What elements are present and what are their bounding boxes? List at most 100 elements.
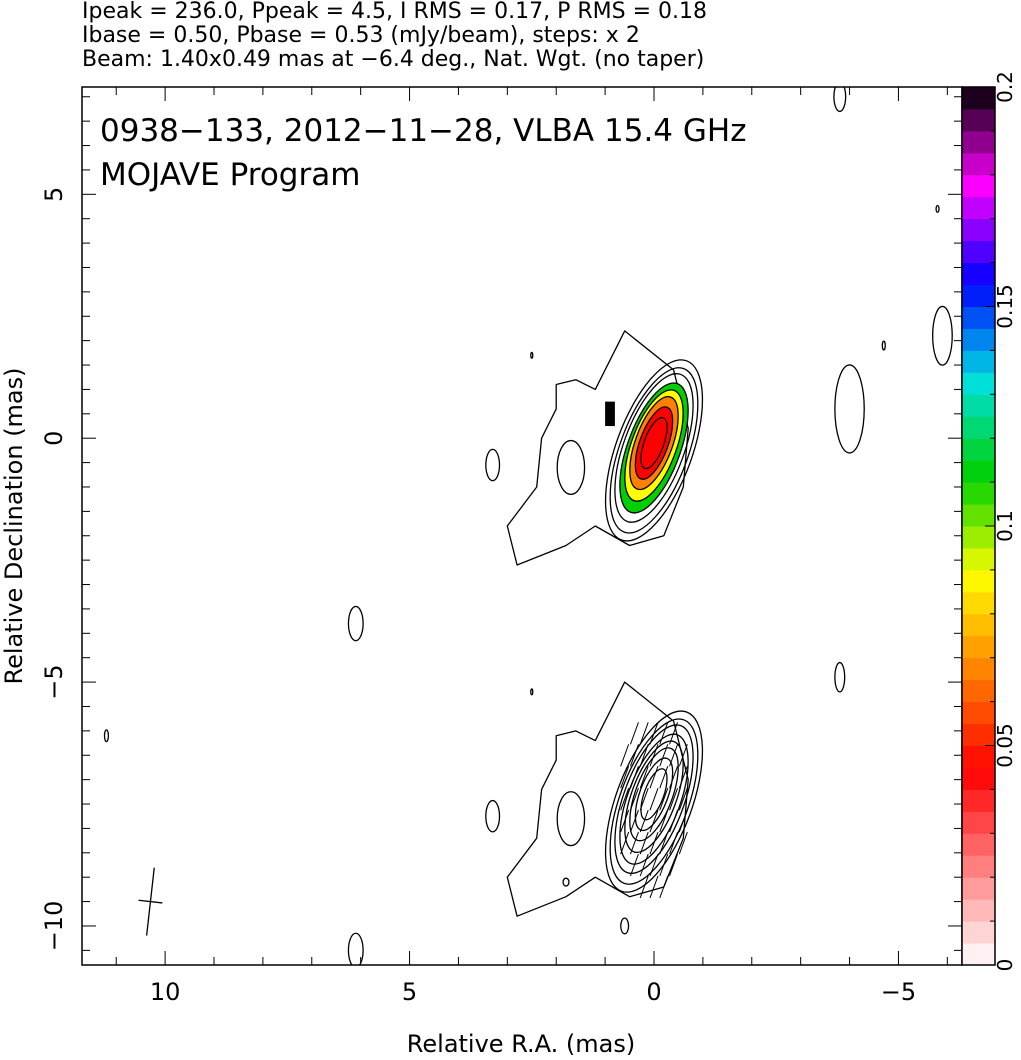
- y-axis-label: Relative Declination (mas): [0, 367, 28, 684]
- evpa-tick: [620, 809, 630, 833]
- contour-line: [614, 724, 694, 875]
- contour-line: [609, 367, 699, 534]
- noise-contour: [347, 932, 364, 965]
- evpa-tick: [649, 744, 659, 767]
- evpa-tick: [639, 744, 649, 767]
- evpa-tick: [629, 744, 639, 767]
- noise-contour: [932, 305, 953, 366]
- contour-line: [614, 373, 694, 523]
- evpa-tick: [649, 787, 659, 811]
- colorbar-step: [962, 613, 995, 637]
- colorbar-step: [962, 240, 995, 264]
- evpa-tick: [649, 766, 659, 789]
- evpa-tick: [649, 722, 659, 745]
- noise-contour: [935, 204, 940, 214]
- contour-line: [485, 799, 501, 833]
- colorbar-step: [962, 547, 995, 571]
- colorbar: 0 0.05 0.1 0.15 0.2: [961, 71, 1017, 972]
- x-tick-label: 10: [150, 978, 181, 1006]
- colorbar-step: [962, 218, 995, 242]
- colorbar-step: [962, 108, 995, 132]
- evpa-tick: [669, 831, 679, 855]
- colorbar-step: [962, 328, 995, 351]
- evpa-tick: [669, 853, 679, 877]
- colorbar-step: [962, 855, 995, 878]
- evpa-tick: [639, 787, 649, 811]
- colorbar-step: [962, 87, 995, 110]
- colorbar-step: [962, 591, 995, 615]
- x-tick-label: −5: [881, 978, 916, 1006]
- colorbar-tick-label: 0.2: [993, 71, 1017, 103]
- colorbar-step: [962, 284, 995, 307]
- y-tick-label: 0: [40, 431, 68, 446]
- colorbar-step: [962, 701, 995, 725]
- colorbar-step: [962, 262, 995, 286]
- evpa-tick: [678, 744, 688, 767]
- x-tick-label: 5: [402, 978, 417, 1006]
- evpa-tick: [639, 831, 649, 855]
- evpa-tick: [639, 722, 649, 745]
- colorbar-step: [962, 723, 995, 746]
- contour-line: [604, 359, 704, 542]
- beam-minor: [138, 899, 163, 904]
- colorbar-step: [962, 833, 995, 856]
- evpa-tick: [669, 744, 679, 767]
- evpa-tick: [659, 875, 669, 899]
- evpa-tick: [629, 809, 639, 833]
- contour-line: [629, 747, 679, 842]
- header-line-1: Ipeak = 236.0, Ppeak = 4.5, I RMS = 0.17…: [82, 0, 707, 24]
- colorbar-step: [962, 174, 995, 198]
- colorbar-step: [962, 438, 995, 461]
- evpa-tick: [629, 787, 639, 811]
- evpa-tick: [678, 831, 688, 855]
- y-tick-label: 5: [40, 187, 68, 202]
- evpa-tick: [629, 831, 639, 855]
- evpa-tick: [678, 809, 688, 833]
- evpa-tick: [639, 875, 649, 899]
- colorbar-step: [962, 899, 995, 922]
- noise-contour: [834, 661, 846, 693]
- evpa-tick: [620, 831, 630, 855]
- evpa-tick: [639, 766, 649, 789]
- contour-line: [506, 681, 689, 917]
- colorbar-step: [962, 482, 995, 505]
- evpa-tick: [669, 809, 679, 833]
- panel-lower: [485, 681, 704, 917]
- colorbar-tick-label: 0: [993, 959, 1017, 972]
- header-line-2: Ibase = 0.50, Pbase = 0.53 (mJy/beam), s…: [82, 23, 640, 48]
- contour-line: [609, 718, 699, 885]
- evpa-tick: [629, 853, 639, 877]
- evpa-tick: [620, 787, 630, 811]
- evpa-tick: [639, 853, 649, 877]
- noise-contour: [834, 364, 865, 454]
- plot-frame: [81, 86, 963, 966]
- evpa-tick: [659, 744, 669, 767]
- evpa-tick: [649, 809, 659, 833]
- noise-contour: [833, 87, 847, 113]
- colorbar-step: [962, 416, 995, 439]
- contour-line: [556, 439, 586, 496]
- evpa-tick: [678, 787, 688, 811]
- colorbar-step: [962, 569, 995, 593]
- contour-line: [485, 448, 501, 482]
- evpa-tick: [659, 766, 669, 789]
- evpa-tick: [649, 875, 659, 899]
- colorbar-step: [962, 789, 995, 812]
- contour-line: [640, 768, 668, 821]
- colorbar-step: [962, 460, 995, 483]
- evpa-tick: [629, 766, 639, 789]
- noise-contour: [620, 917, 630, 935]
- colorbar-step: [962, 745, 995, 768]
- y-tick-label: −10: [40, 901, 68, 952]
- colorbar-step: [962, 943, 995, 966]
- contour-line: [640, 416, 668, 470]
- evpa-tick: [639, 809, 649, 833]
- evpa-tick: [649, 853, 659, 877]
- panel-upper: [485, 330, 704, 566]
- colorbar-step: [962, 635, 995, 659]
- colorbar-tick-label: 0.1: [993, 510, 1017, 542]
- evpa-tick: [659, 831, 669, 855]
- evpa-tick: [620, 744, 630, 767]
- axis-ticks: 10 5 0 −5 5 0 −5 −10: [40, 87, 962, 1006]
